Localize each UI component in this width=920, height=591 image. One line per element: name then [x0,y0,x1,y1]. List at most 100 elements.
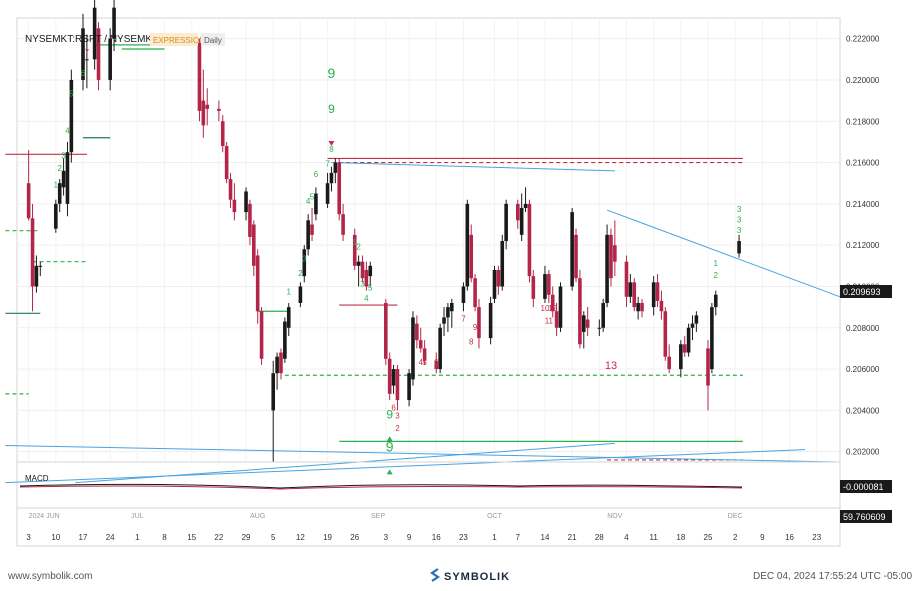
candle-body [488,302,493,339]
month-label: OCT [487,513,503,520]
candle [446,302,450,332]
candle [201,69,206,138]
candle [632,278,637,312]
date-tick-label: 3 [26,533,31,542]
candle-body [713,294,718,308]
candle-body [690,323,695,328]
candle-body [527,203,532,277]
candle [383,298,388,365]
candle [422,340,427,365]
candle-body [492,269,497,299]
candle [65,141,70,217]
candle [682,336,687,357]
candle-body [314,193,318,215]
date-tick-label: 14 [541,533,550,542]
candle [543,265,547,303]
price-tick-label: 0.208000 [846,324,880,333]
candle-body [383,302,388,359]
candle [438,323,442,374]
candle [356,255,361,287]
candle-body [279,352,283,374]
expression-badge[interactable]: EXPRESSION [153,36,205,45]
month-label: JUL [131,513,144,520]
candle [558,282,563,332]
candle [283,317,287,363]
date-tick-label: 18 [676,533,685,542]
candle [57,179,62,213]
candle-body [244,191,248,213]
candle-body [283,321,287,359]
setup-count-label: 7 [85,48,90,57]
setup-count-label: 3 [302,255,307,264]
candle-body [446,307,450,318]
candle [574,228,578,283]
candle [34,255,39,293]
setup-count-label: 5 [69,89,74,98]
price-tick-label: 0.222000 [846,35,880,44]
website-link[interactable]: www.symbolik.com [8,571,93,582]
month-label: DEC [728,513,743,520]
candle-body [302,249,307,277]
candle [613,220,617,277]
candle-body [679,344,683,370]
candle [504,199,508,250]
candle-body [710,307,714,370]
candle-body [329,172,334,184]
candle [224,141,229,184]
candle [112,0,116,52]
candle [624,255,629,308]
candle-body [54,203,58,229]
candle [523,187,528,213]
candle [259,307,264,365]
candle [609,228,613,287]
candle-body [356,261,361,266]
candle-body [368,265,373,277]
interval-badge[interactable]: Daily [204,36,222,45]
candle [663,307,668,361]
candle-body [275,356,279,374]
brand-logo: SYMBOLIK [430,568,510,583]
candle-body [81,28,85,80]
candle-body [581,315,586,332]
date-tick-label: 21 [568,533,577,542]
candle [217,100,221,122]
candle-body [554,311,559,328]
candle-body [96,28,101,80]
candle-body [248,203,252,237]
candle [337,158,342,221]
setup-count-label: 3 [395,412,400,421]
setup-count-label: 2 [298,269,303,278]
candle-body [640,302,644,312]
candle-body [500,241,505,287]
date-tick-label: 17 [79,533,88,542]
candle-body [415,323,419,341]
candle-body [636,302,640,312]
candle-body [694,315,699,324]
date-tick-label: 29 [242,533,251,542]
setup-count-label: 3 [61,151,66,160]
candle-body [61,170,66,188]
setup-count-label: 2 [356,242,361,251]
setup-count-label: 6 [434,358,439,367]
candle-body [310,224,314,235]
candle-body [69,79,74,153]
candle [418,327,423,353]
candle [434,352,439,374]
setup-count-label: 11 [545,317,554,326]
trendline [331,162,615,172]
candle [341,203,345,242]
date-tick-label: 1 [492,533,497,542]
macd-line [19,483,743,489]
price-tick-label: 0.218000 [846,117,880,126]
candle-body [422,348,427,361]
candle-body [442,317,446,324]
candle-body [496,269,501,287]
date-axis: 3 10 17 24 1 8 15 22 29 5 12 19 26 3 9 16 23 1 7 14 21 28 4 11 1… [26,513,821,542]
candle-body [465,203,470,287]
price-axis: 0.222000 0.220000 0.218000 0.216000 0.214000… [846,35,880,457]
setup-count-label: 5 [422,358,427,367]
setup-triangle-marker [386,436,393,442]
candle [597,319,602,337]
candle [640,298,644,318]
